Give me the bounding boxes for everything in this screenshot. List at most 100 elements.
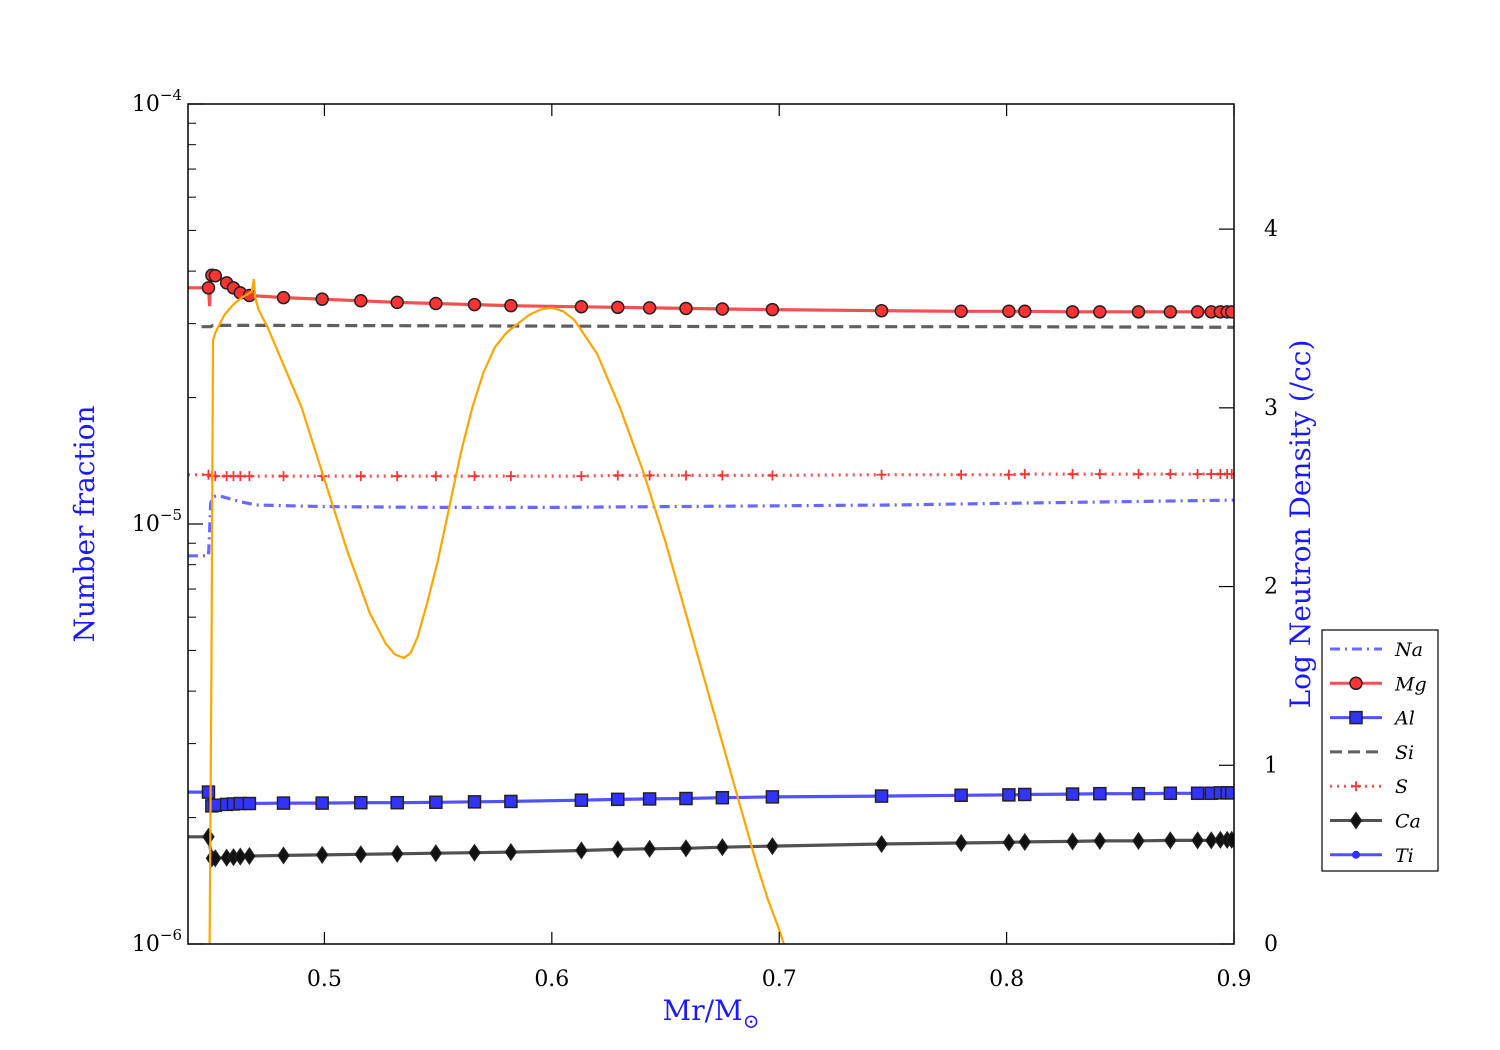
series-s-marker-23: [1019, 469, 1030, 480]
series-mg-marker-13: [504, 298, 518, 313]
series-s-marker-11: [430, 471, 441, 482]
series-ca-marker-25: [1093, 831, 1107, 850]
series-mg-marker-27: [1163, 305, 1178, 319]
legend-label-mg: Mg: [1394, 673, 1427, 695]
x-tick-label-2: 0.7: [762, 967, 797, 992]
series-al-marker-11: [429, 795, 443, 810]
series-s-marker-29: [1206, 469, 1217, 480]
series-s-marker-12: [469, 471, 480, 482]
series-ca-marker-8: [315, 845, 329, 864]
series-ca-marker-16: [643, 839, 656, 858]
series-s-marker-28: [1192, 469, 1203, 480]
series-s-marker-26: [1133, 469, 1144, 480]
series-al-marker-32: [1224, 786, 1234, 800]
plot-frame: [187, 103, 1235, 945]
series-s-marker-24: [1067, 469, 1078, 480]
legend-item-mg: Mg: [1330, 673, 1427, 695]
x-tick-label-0: 0.5: [307, 967, 342, 992]
legend-marker-al: [1349, 710, 1363, 725]
series-al-marker-14: [574, 793, 589, 807]
legend-marker-mg: [1349, 676, 1363, 691]
series-al-marker-13: [504, 794, 518, 809]
series-ca-marker-29: [1205, 831, 1218, 850]
series-s: [188, 469, 1234, 482]
y-tick-label-0: 10−6: [132, 926, 182, 957]
y-tick-label-1: 10−5: [132, 506, 182, 537]
series-mg-marker-7: [276, 290, 291, 305]
series-ca-marker-6: [243, 846, 256, 866]
series-na-line: [188, 493, 1234, 558]
x-tick-label-1: 0.6: [534, 967, 569, 992]
series-ca-marker-2: [209, 849, 222, 868]
series-s-marker-7: [278, 471, 289, 482]
series-s-marker-19: [767, 470, 778, 481]
series-mg-marker-24: [1065, 305, 1080, 319]
series-ca-marker-9: [354, 845, 368, 864]
series-al-marker-18: [715, 790, 730, 805]
legend: Na Mg Al Si S Ca Ti: [1321, 629, 1439, 872]
series-al-marker-9: [354, 795, 368, 810]
series-s-marker-5: [235, 471, 246, 482]
series-al-marker-19: [765, 790, 780, 804]
series-mg-marker-14: [574, 300, 589, 314]
series-al-marker-26: [1131, 786, 1146, 801]
series-s-marker-32: [1226, 469, 1234, 480]
y2-tick-label-2: 2: [1264, 575, 1278, 600]
series-ca-marker-18: [716, 838, 729, 857]
series-s-marker-15: [612, 470, 623, 481]
series-mg-marker-2: [208, 269, 223, 283]
series-al-marker-17: [679, 791, 693, 806]
series-s-marker-18: [717, 470, 728, 481]
series-al-marker-15: [611, 792, 625, 807]
legend-item-na: Na: [1330, 639, 1423, 661]
y2-tick-label-1: 1: [1264, 753, 1278, 778]
series-al-marker-22: [1002, 788, 1016, 802]
series-s-marker-14: [576, 471, 587, 482]
legend-item-s: S: [1330, 776, 1408, 798]
series-s-marker-25: [1094, 469, 1105, 480]
series-ca-marker-28: [1191, 831, 1204, 850]
series-al-marker-16: [642, 792, 657, 806]
series-ca-marker-20: [875, 834, 888, 854]
series-mg-marker-28: [1190, 305, 1205, 319]
series-ca-marker-27: [1164, 831, 1177, 850]
series-ca-marker-0: [202, 827, 215, 846]
legend-marker-ca: [1349, 811, 1363, 830]
x-tick-label-4: 0.9: [1217, 967, 1252, 992]
series-al-marker-20: [874, 789, 889, 803]
axes-layer: 0.5 0.6 0.7 0.8 0.9 10−6 10−5 10−4 0 1 2 3 4: [132, 86, 1278, 992]
x-axis-label-subscript: ⊙: [743, 1009, 760, 1033]
series-al-marker-28: [1190, 786, 1205, 801]
legend-label-s: S: [1395, 776, 1408, 798]
series-mg-marker-12: [467, 297, 482, 312]
series-mg-line: [188, 273, 1234, 314]
legend-item-si: Si: [1330, 742, 1414, 764]
series-s-marker-10: [392, 471, 403, 482]
series-mg-marker-15: [611, 300, 625, 315]
series-ca-marker-19: [766, 837, 779, 856]
series-al-marker-24: [1065, 787, 1080, 801]
series-mg-marker-16: [642, 301, 657, 315]
y2-tick-label-0: 0: [1264, 932, 1278, 957]
legend-item-al: Al: [1330, 708, 1415, 730]
series-na: [188, 493, 1234, 558]
series-mg-marker-9: [354, 294, 368, 308]
series-s-marker-27: [1165, 469, 1176, 480]
series-al-marker-7: [276, 796, 291, 810]
series-ca-marker-10: [390, 844, 404, 863]
series-mg-marker-21: [954, 304, 968, 319]
series-al-marker-21: [954, 788, 968, 803]
series-ca-marker-21: [954, 833, 968, 853]
series-ca-marker-22: [1002, 833, 1016, 852]
series-al-marker-8: [315, 796, 329, 810]
series-mg-marker-18: [715, 302, 730, 316]
series-s-marker-21: [956, 469, 967, 480]
series-al-marker-12: [467, 795, 482, 809]
series-al-marker-0: [201, 785, 216, 799]
x-tick-label-3: 0.8: [989, 967, 1024, 992]
series-mg-marker-11: [429, 296, 443, 311]
series-mg: [188, 268, 1234, 319]
series-mg-marker-26: [1131, 305, 1146, 319]
series-ca-marker-32: [1225, 830, 1234, 849]
